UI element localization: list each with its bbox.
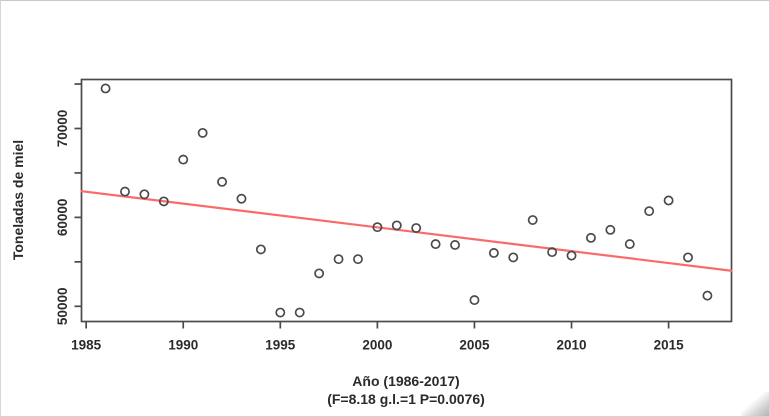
data-point [411,223,422,234]
y-axis-title: Toneladas de miel [10,139,26,261]
data-point [333,254,344,265]
trend-line [80,190,733,272]
data-point [236,193,247,204]
x-tick-label: 2015 [654,338,685,353]
data-point [702,290,713,301]
data-point [100,83,111,94]
y-tick-label: 70000 [55,110,70,148]
y-tick-label: 50000 [55,288,70,326]
data-point [139,189,150,200]
x-tick-label: 1985 [71,338,102,353]
data-point [372,222,383,233]
data-point [158,196,169,207]
data-point [314,268,325,279]
data-point [663,195,674,206]
x-tick-label: 1990 [168,338,198,353]
data-point [391,220,402,231]
data-point [255,244,266,255]
data-point [508,252,519,263]
data-point [488,248,499,258]
data-point [178,154,189,165]
x-tick-label: 1995 [265,338,296,353]
page-curl-shadow [741,392,769,416]
x-axis-title: Año (1986-2017) [352,373,460,389]
data-point [430,239,441,250]
x-axis-stats-note: (F=8.18 g.l.=1 P=0.0076) [327,391,485,407]
x-tick-label: 2010 [557,338,587,353]
data-point [605,224,616,235]
data-point [450,240,460,250]
data-point [120,186,130,197]
data-point [585,232,596,243]
y-tick-label: 60000 [55,199,70,237]
plot-box [80,78,733,323]
data-point [624,239,635,250]
data-point [683,252,693,263]
data-point [566,250,577,261]
data-point [217,176,228,187]
data-point [547,247,558,258]
data-point [644,206,655,217]
data-point [353,254,363,265]
data-point [469,295,480,306]
data-point [294,307,305,318]
data-point [527,215,538,226]
x-tick-label: 2000 [362,338,392,353]
data-point [197,127,208,138]
x-tick-label: 2005 [459,338,490,353]
data-point [275,307,286,318]
